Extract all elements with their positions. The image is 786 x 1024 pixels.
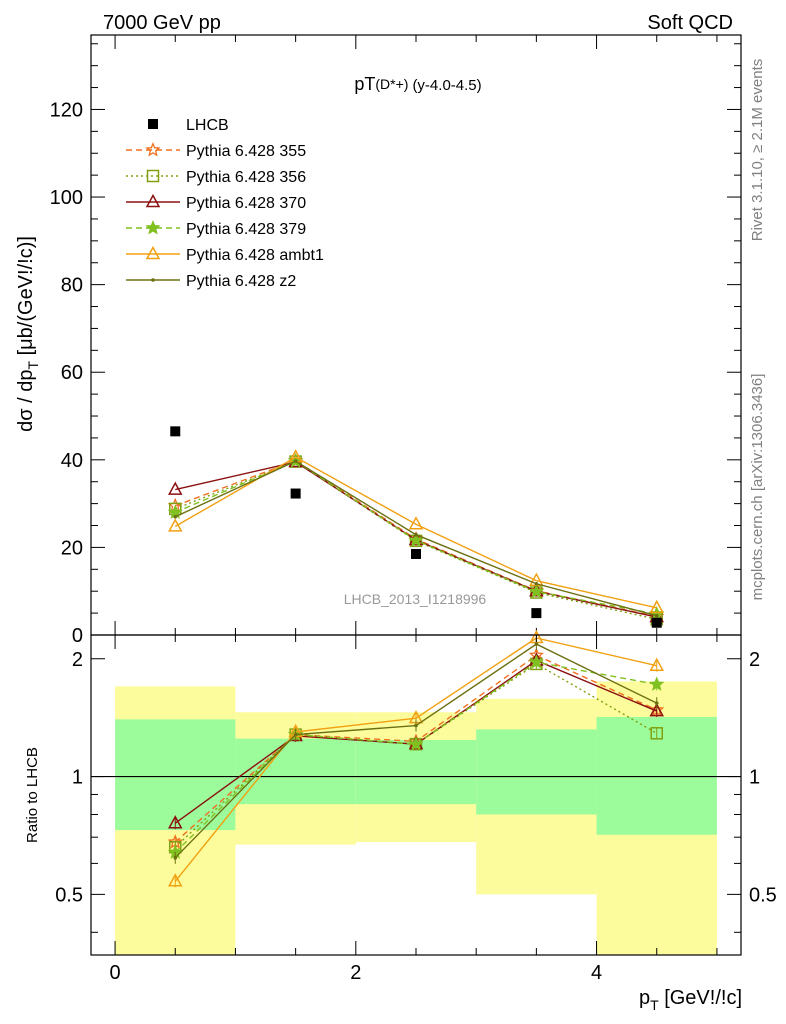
legend-item-pythia-6-428-ambt1: Pythia 6.428 ambt1 <box>126 245 324 264</box>
data-point <box>651 617 662 628</box>
data-point <box>290 488 301 499</box>
x-axis-label: pT [GeV!/!c] <box>639 987 742 1013</box>
main-series-point <box>654 613 659 618</box>
legend-marker <box>145 142 161 157</box>
legend-item-pythia-6-428-356: Pythia 6.428 356 <box>126 169 306 186</box>
legend-label: Pythia 6.428 356 <box>186 169 306 186</box>
main-series-point <box>534 581 539 586</box>
main-y-tick-label: 40 <box>61 450 83 472</box>
ratio-series-point <box>654 701 659 705</box>
legend-marker <box>145 220 161 235</box>
main-y-axis-label: dσ / dpT [μb/(GeV!/!c)] <box>15 236 41 432</box>
ratio-band-green <box>476 729 597 815</box>
legend-marker <box>146 169 160 183</box>
legend-label: LHCB <box>186 117 229 134</box>
header-left: 7000 GeV pp <box>103 12 221 34</box>
ylabel-main: dσ / dp <box>15 370 37 432</box>
data-point <box>170 426 181 437</box>
ratio-series-line <box>174 661 657 853</box>
ratio-series-point <box>408 736 424 751</box>
legend-item-pythia-6-428-379: Pythia 6.428 379 <box>126 220 306 238</box>
watermark: LHCB_2013_I1218996 <box>344 591 487 607</box>
main-series-line <box>175 460 657 620</box>
main-y-tick-label: 80 <box>61 275 83 297</box>
main-series-pythia-6-428-z2 <box>173 459 659 618</box>
ratio-series-point <box>649 676 665 691</box>
ratio-series-point <box>650 727 663 740</box>
main-y-tick-label: 60 <box>61 362 83 384</box>
ylabel-unit: [μb/(GeV!/!c)] <box>15 236 37 361</box>
legend-marker <box>145 193 161 208</box>
main-series-point <box>414 532 418 537</box>
ratio-series-point <box>293 732 298 737</box>
x-tick-label: 4 <box>591 962 602 984</box>
title-super: (D*+) <box>375 76 408 92</box>
legend-item-pythia-6-428-z2: Pythia 6.428 z2 <box>126 273 296 290</box>
main-y-tick-label: 0 <box>72 625 83 647</box>
main-series-point <box>167 481 183 495</box>
ratio-series-point <box>534 642 539 646</box>
main-plot: 0 20 40 60 80 100 120 <box>50 34 742 647</box>
ylabel-sub: T <box>25 361 41 370</box>
legend-label: Pythia 6.428 ambt1 <box>186 247 324 264</box>
x-tick-label: 2 <box>350 962 361 984</box>
ratio-series-point <box>167 815 183 829</box>
ratio-series-pythia-6-428-ambt1 <box>167 629 665 888</box>
main-plot-title: pT(D*+) (y-4.0-4.5) <box>354 74 481 94</box>
main-series-point <box>649 599 665 614</box>
xlabel-unit: [GeV!/!c] <box>659 987 742 1009</box>
legend-label: Pythia 6.428 370 <box>186 195 306 212</box>
ratio-band-green <box>355 740 477 805</box>
legend-label: Pythia 6.428 379 <box>186 221 306 238</box>
main-series-point <box>528 583 544 599</box>
main-y-tick-label: 20 <box>61 537 83 559</box>
data-point <box>531 608 542 619</box>
main-data-lhcb <box>170 426 662 628</box>
legend-label: Pythia 6.428 z2 <box>186 273 296 290</box>
ratio-y-tick-label-left: 0.5 <box>55 884 83 906</box>
xlabel-sub: T <box>650 997 659 1013</box>
ratio-band-green <box>115 719 236 831</box>
ratio-series-point <box>167 873 183 887</box>
main-series-point <box>173 514 178 519</box>
rivet-label: Rivet 3.1.10, ≥ 2.1M events <box>749 59 766 242</box>
x-tick-label: 0 <box>110 962 121 984</box>
header-right: Soft QCD <box>647 12 733 34</box>
ratio-y-tick-label-right: 2 <box>749 649 760 671</box>
data-point <box>411 548 421 559</box>
legend-item-lhcb: LHCB <box>148 117 229 134</box>
main-series-point <box>293 459 298 463</box>
legend-marker <box>148 119 158 129</box>
title-main: pT <box>354 74 375 94</box>
ratio-y-tick-label-right: 1 <box>749 767 760 789</box>
legend-marker <box>145 245 161 260</box>
ratio-y-axis-label: Ratio to LHCB <box>24 747 41 843</box>
xlabel-main: p <box>639 987 650 1009</box>
ratio-series-pythia-6-428-z2 <box>173 638 659 864</box>
ratio-series-point <box>528 654 544 669</box>
main-y-tick-label: 100 <box>50 187 83 209</box>
title-range: (y-4.0-4.5) <box>412 77 481 94</box>
main-series-point <box>167 518 183 532</box>
ratio-y-tick-label-left: 1 <box>72 767 83 789</box>
main-series-point <box>408 516 424 530</box>
legend: LHCB Pythia 6.428 355 Pythia 6.428 356 Pyth… <box>126 117 324 290</box>
mcplots-label: mcplots.cern.ch [arXiv:1306.3436] <box>749 374 766 601</box>
legend-item-pythia-6-428-355: Pythia 6.428 355 <box>126 142 306 160</box>
legend-label: Pythia 6.428 355 <box>186 143 306 160</box>
ratio-series-point <box>173 856 178 860</box>
legend-item-pythia-6-428-370: Pythia 6.428 370 <box>126 193 306 212</box>
ratio-series-point <box>649 657 665 671</box>
legend-marker <box>151 278 155 282</box>
main-series-point <box>408 532 424 547</box>
ratio-series-point <box>649 703 665 717</box>
ratio-series-point <box>414 723 418 728</box>
ratio-plot: 0.5 0.5 1 1 2 2 0 2 4 <box>55 629 777 984</box>
ratio-y-tick-label-left: 2 <box>72 649 83 671</box>
ratio-y-tick-label-right: 0.5 <box>749 884 777 906</box>
main-y-tick-label: 120 <box>50 99 83 121</box>
